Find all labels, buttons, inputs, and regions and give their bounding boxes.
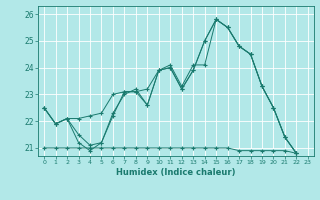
X-axis label: Humidex (Indice chaleur): Humidex (Indice chaleur) [116,168,236,177]
